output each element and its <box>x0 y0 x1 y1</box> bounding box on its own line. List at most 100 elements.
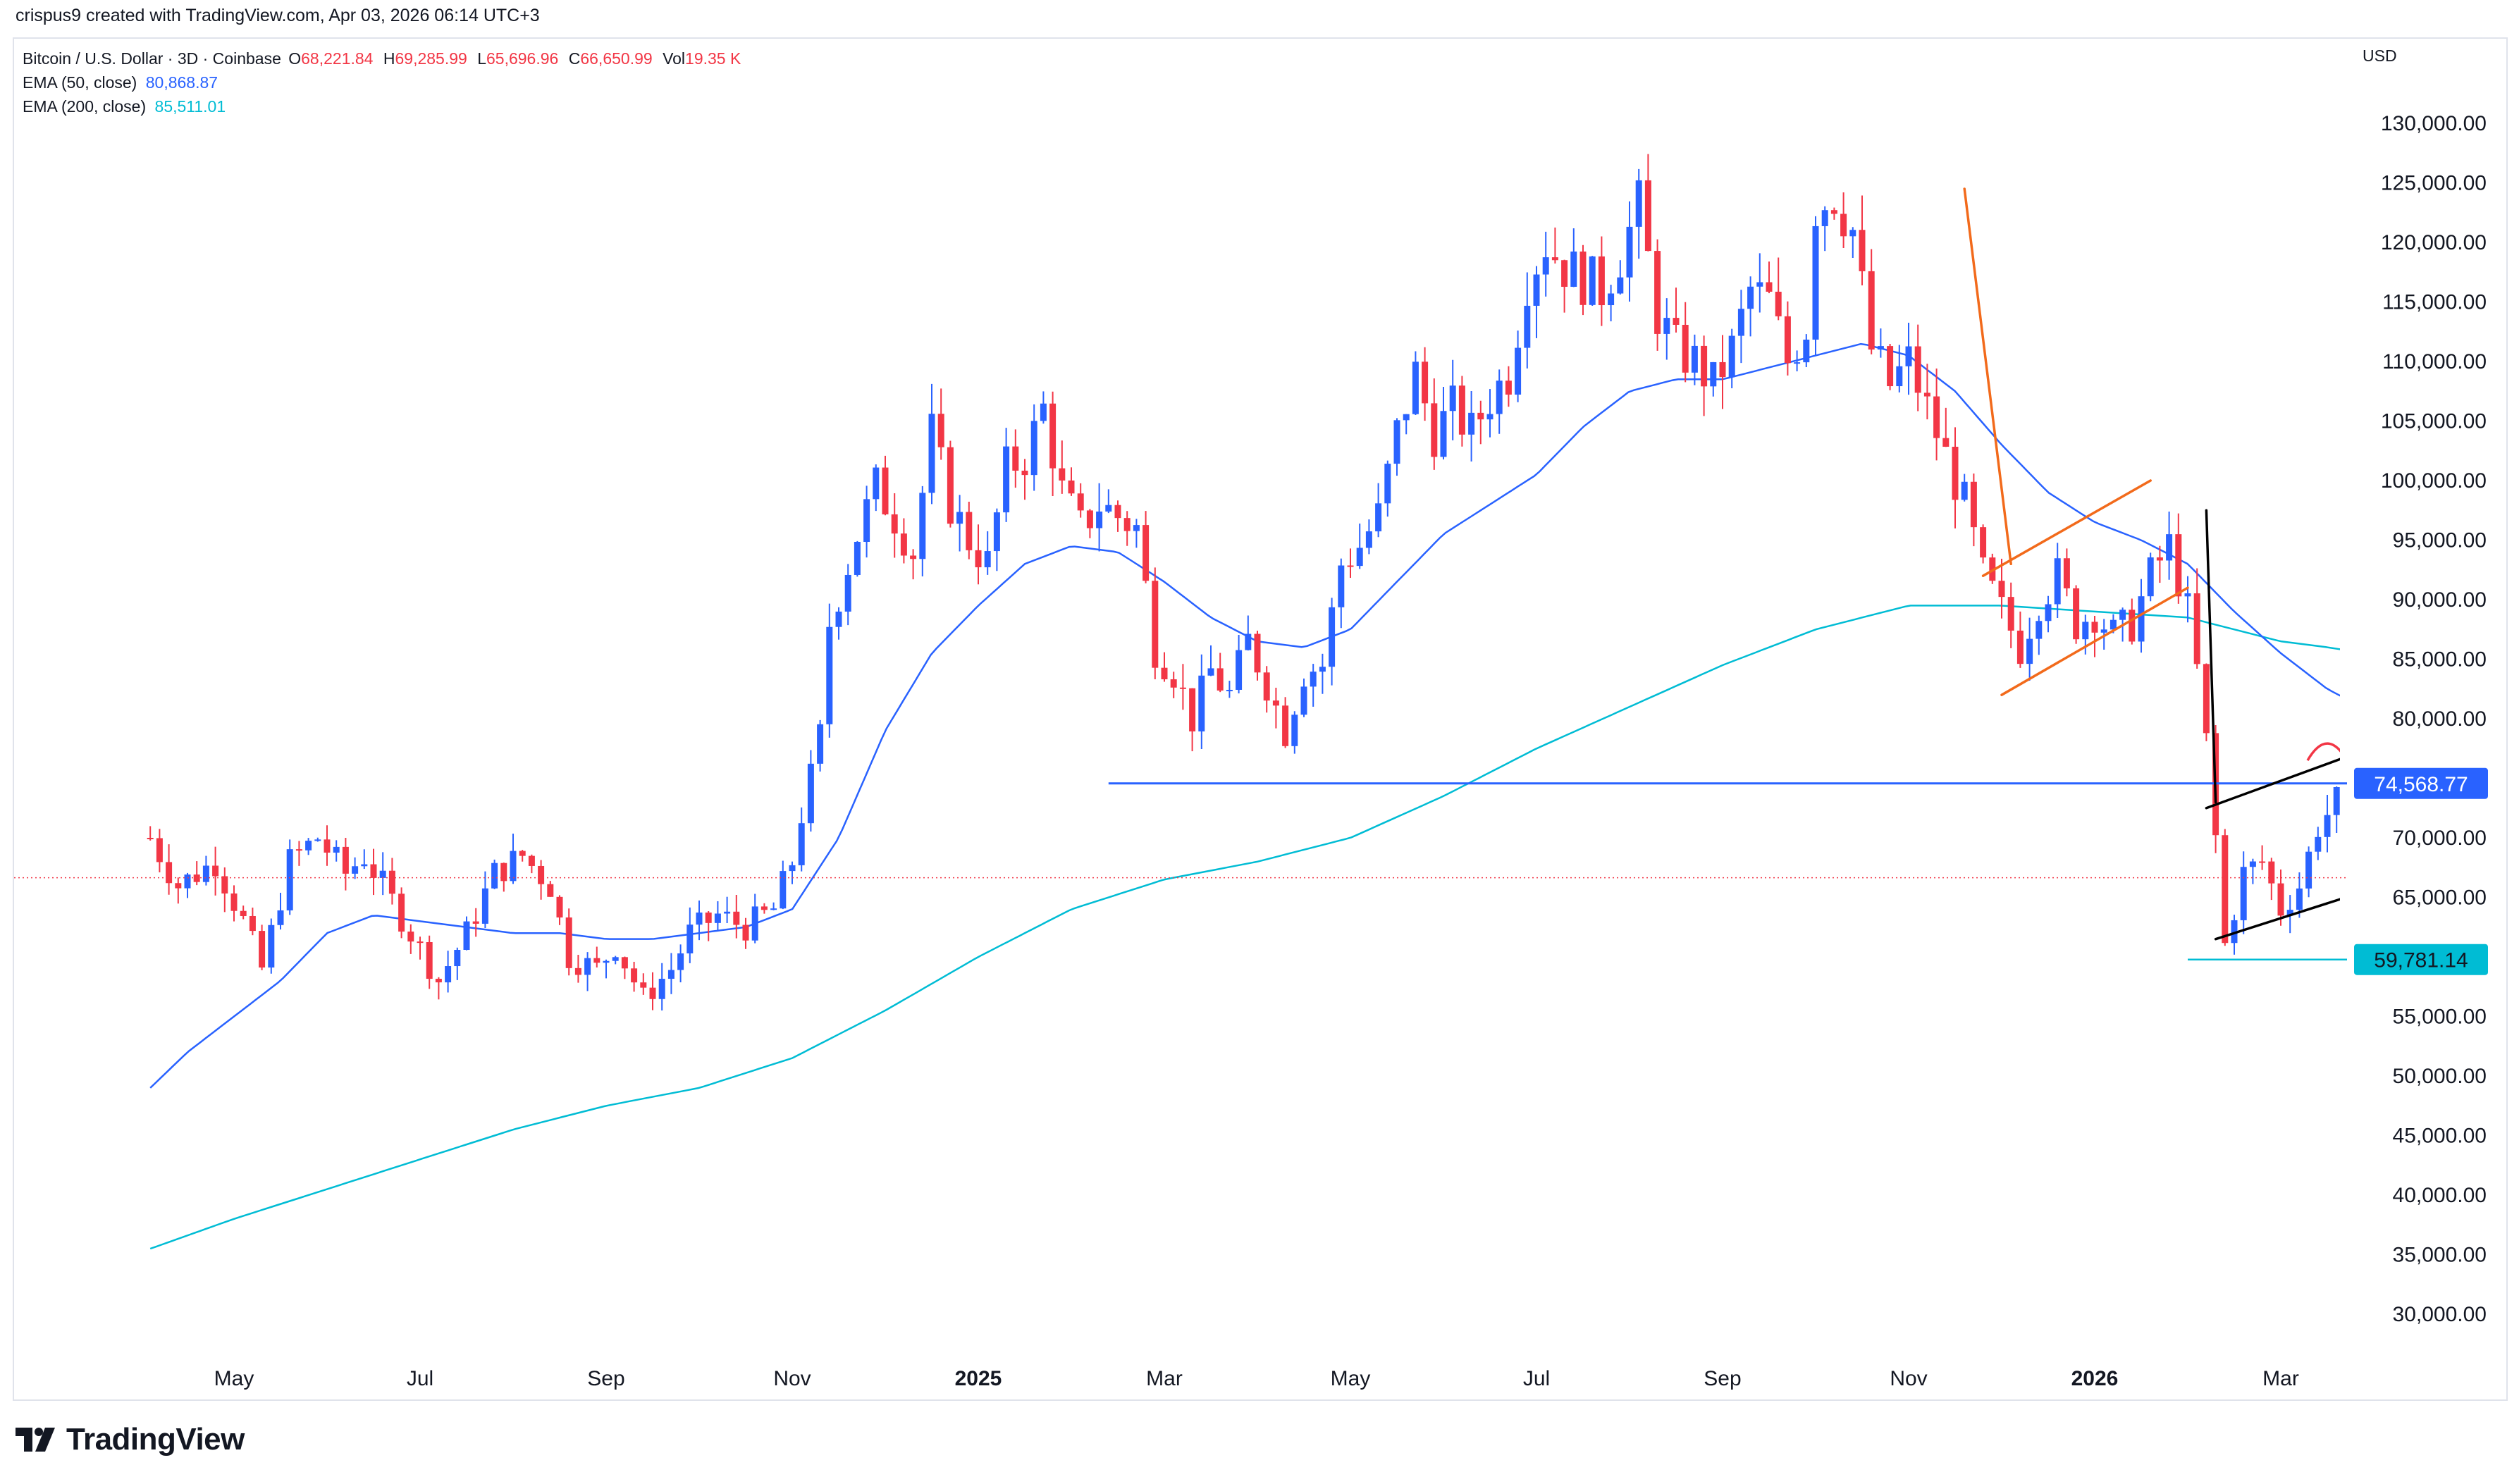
candle-body <box>1682 324 1689 373</box>
candle-body <box>268 925 275 968</box>
flag-pole-black[interactable] <box>2205 509 2217 804</box>
candle-body <box>1589 256 1596 305</box>
candle-body <box>882 467 889 514</box>
candle-body <box>1012 446 1019 471</box>
candle-body <box>333 846 340 853</box>
candle-body <box>1849 230 1856 237</box>
candle-body <box>760 906 768 910</box>
candle-body <box>780 871 787 909</box>
candle-body <box>900 533 907 556</box>
candle-body <box>2166 534 2173 561</box>
candle-body <box>1812 225 1819 340</box>
candle-body <box>2073 588 2080 640</box>
wedge-top-black[interactable] <box>2205 748 2369 810</box>
candle-body <box>1003 446 1010 513</box>
candle-body <box>2231 920 2238 944</box>
candle-body <box>1803 339 1810 363</box>
candle-body <box>1570 251 1577 287</box>
candle-body <box>844 574 851 612</box>
candle-body <box>612 957 619 961</box>
candle-body <box>324 839 331 853</box>
flag-pole-orange[interactable] <box>1963 187 2012 566</box>
candle-body <box>2110 619 2117 630</box>
y-tick-label: 125,000.00 <box>2381 172 2487 195</box>
candle-body <box>352 866 359 874</box>
candle-body <box>696 913 703 925</box>
candle-body <box>1356 548 1363 567</box>
tradingview-logo[interactable]: TradingView <box>16 1422 245 1457</box>
y-tick-label: 105,000.00 <box>2381 410 2487 433</box>
candle-body <box>686 925 694 953</box>
candle-body <box>1691 345 1698 373</box>
y-tick-label: 30,000.00 <box>2393 1303 2487 1326</box>
candle-body <box>789 865 796 872</box>
candle-body <box>295 849 302 851</box>
candle-body <box>2100 629 2107 633</box>
candle-body <box>2193 593 2200 664</box>
candle-body <box>2147 557 2154 597</box>
candle-body <box>1263 672 1270 701</box>
candle-body <box>463 921 470 951</box>
candle-body <box>621 957 628 969</box>
candle-body <box>2119 610 2126 620</box>
candle-body <box>919 493 926 559</box>
candle-body <box>1096 511 1103 528</box>
candle-body <box>1719 361 1726 378</box>
candle-body <box>984 551 991 568</box>
candle-body <box>1821 210 1828 226</box>
channel-bottom-orange[interactable] <box>2000 586 2189 696</box>
candle-body <box>388 870 395 894</box>
candle-body <box>1198 675 1205 731</box>
candle-body <box>2184 593 2191 597</box>
candle-body <box>1905 346 1912 366</box>
candle-body <box>1338 565 1345 607</box>
candle-body <box>733 911 740 925</box>
candle-body <box>361 864 368 867</box>
candle-body <box>1961 481 1968 500</box>
candle-body <box>631 968 638 983</box>
candle-body <box>603 960 610 963</box>
currency-label[interactable]: USD <box>2363 47 2397 65</box>
legend-ema50-label: EMA (50, close) <box>23 73 137 92</box>
shoulder-arc-1[interactable] <box>2306 742 2347 762</box>
candle-body <box>2063 558 2070 588</box>
candle-body <box>193 874 200 882</box>
candle-body <box>2091 622 2098 633</box>
candle-body <box>705 913 712 923</box>
low-price-badge[interactable]: 59,781.14 <box>2374 949 2468 972</box>
channel-top-orange[interactable] <box>1981 479 2152 577</box>
candle-body <box>1384 464 1391 504</box>
candle-body <box>1635 180 1642 227</box>
candle-body <box>259 931 266 968</box>
candle-body <box>1319 667 1326 672</box>
candle-body <box>910 555 917 559</box>
candle-body <box>966 512 973 550</box>
y-tick-label: 85,000.00 <box>2393 648 2487 672</box>
candle-body <box>1542 257 1549 275</box>
shoulder-arc-2[interactable] <box>2343 808 2368 820</box>
candle-body <box>1617 277 1624 294</box>
candle-body <box>1059 468 1066 481</box>
candle-body <box>1040 403 1047 421</box>
candle-body <box>156 838 163 862</box>
legend-ema50[interactable]: EMA (50, close) 80,868.87 <box>23 73 218 92</box>
candle-body <box>1747 286 1754 309</box>
candle-body <box>1989 557 1996 581</box>
support-price-badge[interactable]: 74,568.77 <box>2374 773 2468 796</box>
candle-body <box>1133 525 1140 531</box>
legend-ema200[interactable]: EMA (200, close) 85,511.01 <box>23 97 226 116</box>
candle-body <box>1170 679 1177 688</box>
x-tick-label: Sep <box>1704 1367 1741 1390</box>
candle-body <box>1300 686 1307 715</box>
wedge-bottom-black[interactable] <box>2214 886 2384 941</box>
candle-body <box>481 888 488 924</box>
candle-body <box>2324 815 2331 837</box>
candle-body <box>2054 558 2061 605</box>
candle-body <box>2352 834 2358 884</box>
candle-body <box>826 626 833 724</box>
candle-body <box>1784 316 1791 364</box>
candle-body <box>2277 883 2284 916</box>
candle-body <box>2222 835 2229 944</box>
candle-body <box>677 953 684 970</box>
